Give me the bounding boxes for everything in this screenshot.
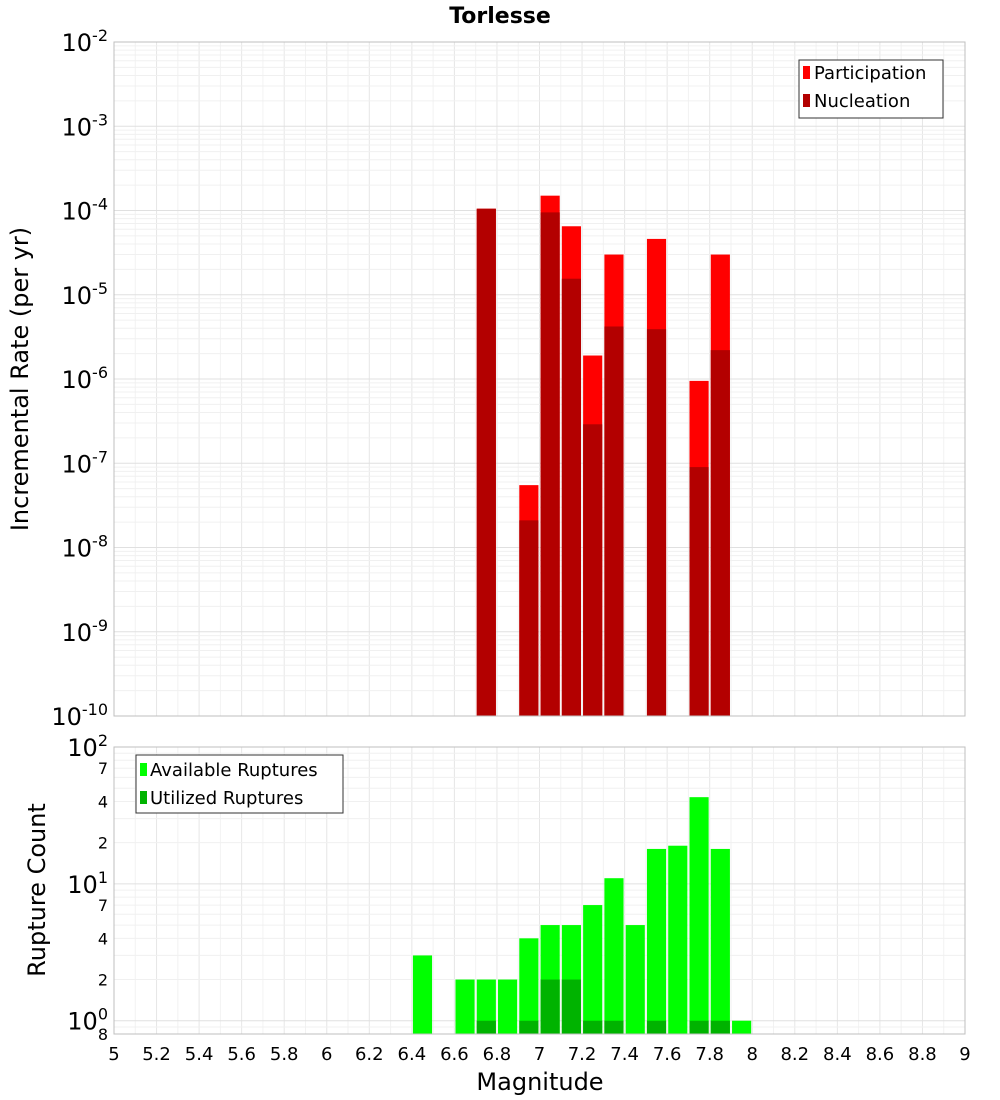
- bottom-grid: [114, 747, 965, 1035]
- nucleation-bar: [476, 208, 496, 717]
- available-ruptures-legend-swatch: [140, 763, 147, 776]
- x-tick-label: 6.8: [483, 1044, 512, 1065]
- utilized-ruptures-legend-swatch: [140, 791, 147, 804]
- x-tick-label: 5.4: [185, 1044, 214, 1065]
- bottom-y-minor-tick-label: 4: [98, 929, 108, 948]
- available-ruptures-bar: [412, 955, 433, 1034]
- x-tick-label: 6: [321, 1044, 332, 1065]
- x-tick-label: 7.2: [568, 1044, 597, 1065]
- x-tick-label: 7.6: [653, 1044, 682, 1065]
- x-tick-label: 5: [108, 1044, 119, 1065]
- bottom-y-tick-labels: 100 101 102 8 2 4 7 2 4 7: [67, 731, 108, 1044]
- bottom-legend-box: [135, 754, 344, 814]
- top-grid: [114, 42, 965, 717]
- x-tick-label: 7: [534, 1044, 545, 1065]
- bottom-y-minor-tick-label: 4: [98, 792, 108, 811]
- x-tick-labels: 5 5.2 5.4 5.6 5.8 6 6.2 6.4 6.6 6.8 7 7.2 7.4 7.6 7.8 8…: [108, 1044, 970, 1065]
- utilized-ruptures-bar: [476, 1020, 496, 1034]
- x-tick-label: 8.2: [780, 1044, 809, 1065]
- x-tick-label: 8: [747, 1044, 758, 1065]
- participation-legend-swatch: [803, 66, 810, 79]
- available-ruptures-bar: [498, 979, 518, 1034]
- available-ruptures-bar: [519, 938, 539, 1034]
- top-y-tick-label: 10-3: [62, 110, 109, 141]
- bottom-y-axis-label: Rupture Count: [23, 803, 51, 977]
- nucleation-bar: [646, 329, 667, 716]
- utilized-ruptures-bar: [540, 979, 560, 1034]
- top-y-tick-label: 10-8: [62, 532, 109, 563]
- nucleation-bar: [519, 520, 539, 716]
- nucleation-bar: [710, 350, 730, 716]
- utilized-ruptures-bar: [710, 1020, 730, 1034]
- bottom-bars: [412, 797, 752, 1034]
- bottom-panel: 100 101 102 8 2 4 7 2 4 7 5 5.2 5.4 5.6 5.8 6 6.2 6.4 6.6…: [23, 731, 971, 1096]
- utilized-ruptures-bar: [519, 1020, 539, 1034]
- top-y-tick-labels: 10-10 10-9 10-8 10-7 10-6 10-5 10-4 10-3 10-2: [51, 26, 108, 731]
- utilized-ruptures-bar: [583, 1020, 603, 1034]
- x-axis-label: Magnitude: [476, 1068, 603, 1096]
- bottom-y-major-tick-label: 101: [67, 868, 108, 899]
- bottom-y-major-tick-label: 102: [67, 731, 108, 762]
- bottom-y-minor-tick-label: 2: [98, 834, 108, 853]
- x-tick-label: 5.2: [142, 1044, 171, 1065]
- utilized-ruptures-bar: [646, 1020, 667, 1034]
- x-tick-label: 9: [959, 1044, 970, 1065]
- top-plot-frame: [113, 41, 966, 717]
- nucleation-bar: [561, 278, 581, 716]
- available-ruptures-bar: [646, 848, 667, 1034]
- utilized-ruptures-legend-label: Utilized Ruptures: [150, 788, 303, 809]
- participation-legend-label: Participation: [814, 63, 926, 84]
- top-legend: Participation Nucleation: [798, 59, 944, 119]
- nucleation-legend-swatch: [803, 94, 810, 107]
- nucleation-bar: [540, 212, 560, 717]
- top-panel: 10-10 10-9 10-8 10-7 10-6 10-5 10-4 10-3 10-2 To…: [6, 4, 966, 731]
- x-tick-label: 5.8: [270, 1044, 299, 1065]
- x-tick-label: 6.4: [398, 1044, 427, 1065]
- available-ruptures-bar: [625, 925, 645, 1034]
- x-tick-label: 8.4: [823, 1044, 852, 1065]
- nucleation-bar: [583, 424, 603, 716]
- x-tick-label: 8.8: [908, 1044, 937, 1065]
- top-y-tick-label: 10-6: [62, 363, 109, 394]
- available-ruptures-bar: [583, 905, 603, 1034]
- bottom-y-minor-tick-label: 7: [98, 759, 108, 778]
- available-ruptures-bar: [604, 878, 624, 1034]
- top-y-tick-label: 10-7: [62, 447, 109, 478]
- available-ruptures-bar: [689, 797, 709, 1034]
- bottom-y-minor-tick-label: 8: [98, 1025, 108, 1044]
- bottom-legend: Available Ruptures Utilized Ruptures: [135, 754, 344, 814]
- bottom-y-major-tick-label: 100: [67, 1005, 108, 1036]
- available-ruptures-legend-label: Available Ruptures: [150, 760, 318, 781]
- utilized-ruptures-bar: [604, 1020, 624, 1034]
- top-y-tick-label: 10-4: [62, 195, 109, 226]
- chart-title: Torlesse: [449, 4, 551, 29]
- available-ruptures-bar: [668, 845, 688, 1034]
- top-y-tick-label: 10-5: [62, 279, 109, 310]
- x-tick-label: 7.4: [610, 1044, 639, 1065]
- x-tick-label: 6.6: [440, 1044, 469, 1065]
- x-tick-label: 8.6: [866, 1044, 895, 1065]
- bottom-y-minor-tick-label: 7: [98, 896, 108, 915]
- bottom-plot-frame: [113, 746, 966, 1035]
- nucleation-legend-label: Nucleation: [814, 91, 910, 112]
- bottom-y-minor-tick-label: 2: [98, 971, 108, 990]
- top-legend-box: [798, 59, 944, 119]
- top-y-tick-label: 10-10: [51, 700, 108, 731]
- top-y-tick-label: 10-9: [62, 616, 109, 647]
- available-ruptures-bar: [455, 979, 475, 1034]
- nucleation-bar: [604, 326, 624, 716]
- available-ruptures-bar: [710, 848, 730, 1034]
- x-tick-label: 5.6: [227, 1044, 256, 1065]
- nucleation-bar: [689, 467, 709, 716]
- utilized-ruptures-bar: [561, 979, 581, 1034]
- top-bars: [476, 195, 730, 717]
- x-tick-label: 6.2: [355, 1044, 384, 1065]
- x-tick-label: 7.8: [695, 1044, 724, 1065]
- top-y-tick-label: 10-2: [62, 26, 109, 57]
- utilized-ruptures-bar: [689, 1020, 709, 1034]
- available-ruptures-bar: [476, 979, 496, 1034]
- available-ruptures-bar: [732, 1020, 752, 1034]
- top-y-axis-label: Incremental Rate (per yr): [6, 227, 34, 531]
